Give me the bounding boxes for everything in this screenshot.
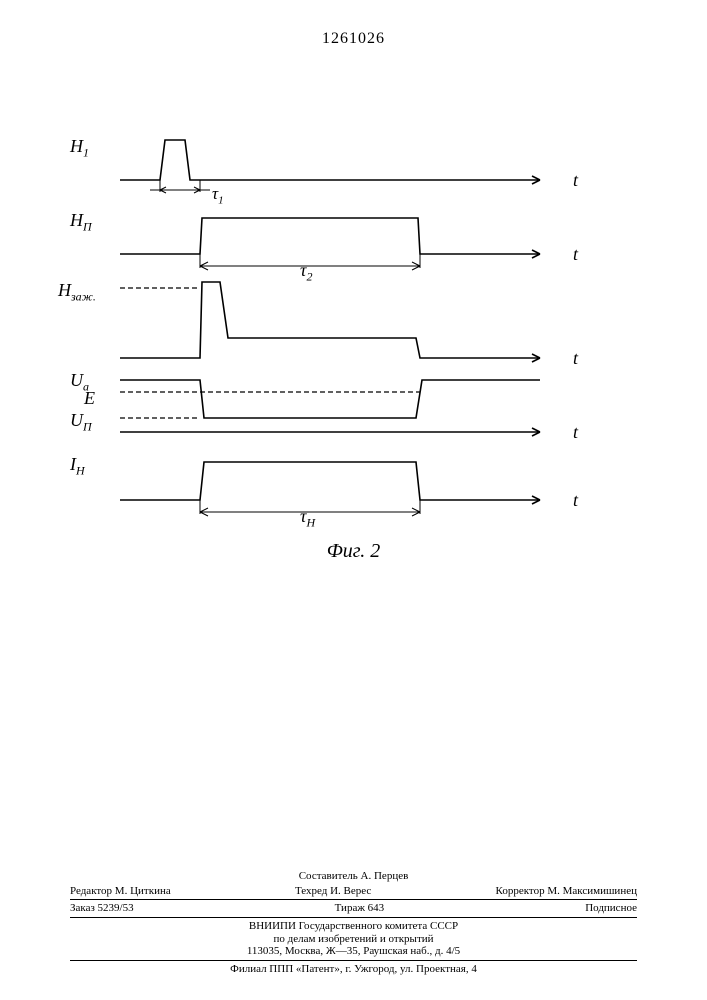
footer-techred: Техред И. Верес: [295, 885, 371, 898]
footer-sign: Подписное: [585, 902, 637, 915]
dim-tauH: [120, 500, 450, 530]
dim-tau2: [120, 254, 450, 284]
figure-caption: Фиг. 2: [0, 540, 707, 563]
waveform-Hzazh: [120, 282, 550, 372]
trace-Hn: HП t τ2: [120, 204, 560, 260]
trace-Ua: Ua E UП t: [120, 374, 560, 440]
trace-Hzazh: Hзаж. t: [120, 282, 560, 364]
axis-t-2: t: [573, 244, 578, 265]
tauH-label: τН: [300, 506, 315, 531]
footer-org1: ВНИИПИ Государственного комитета СССР: [70, 920, 637, 933]
axis-t-1: t: [573, 170, 578, 191]
label-Hn: HП: [70, 210, 92, 235]
axis-t-4: t: [573, 422, 578, 443]
footer-addr2: Филиал ППП «Патент», г. Ужгород, ул. Про…: [70, 963, 637, 976]
axis-t-5: t: [573, 490, 578, 511]
document-number: 1261026: [0, 30, 707, 48]
footer-tirazh: Тираж 643: [335, 902, 385, 915]
label-Un: UП: [70, 410, 92, 435]
label-E: E: [84, 388, 95, 409]
tau2-label: τ2: [300, 260, 312, 285]
trace-H1: H1 t τ1: [120, 130, 560, 186]
axis-t-3: t: [573, 348, 578, 369]
waveform-Ua: [120, 374, 550, 446]
footer-order: Заказ 5239/53: [70, 902, 134, 915]
footer-corrector: Корректор М. Максимишинец: [496, 885, 637, 898]
timing-diagram: H1 t τ1 HП t: [120, 130, 560, 530]
label-In: IН: [70, 454, 85, 479]
footer-editor: Редактор М. Циткина: [70, 885, 171, 898]
footer-block: Составитель А. Перцев Редактор М. Циткин…: [70, 870, 637, 975]
footer-compiler: Составитель А. Перцев: [70, 870, 637, 883]
page: 1261026 H1 t τ1 HП: [0, 0, 707, 1000]
label-H1: H1: [70, 136, 89, 161]
label-Hzazh: Hзаж.: [58, 280, 96, 305]
footer-org2: по делам изобретений и открытий: [70, 933, 637, 946]
trace-In: IН t τН: [120, 450, 560, 510]
footer-addr1: 113035, Москва, Ж—35, Раушская наб., д. …: [70, 945, 637, 958]
